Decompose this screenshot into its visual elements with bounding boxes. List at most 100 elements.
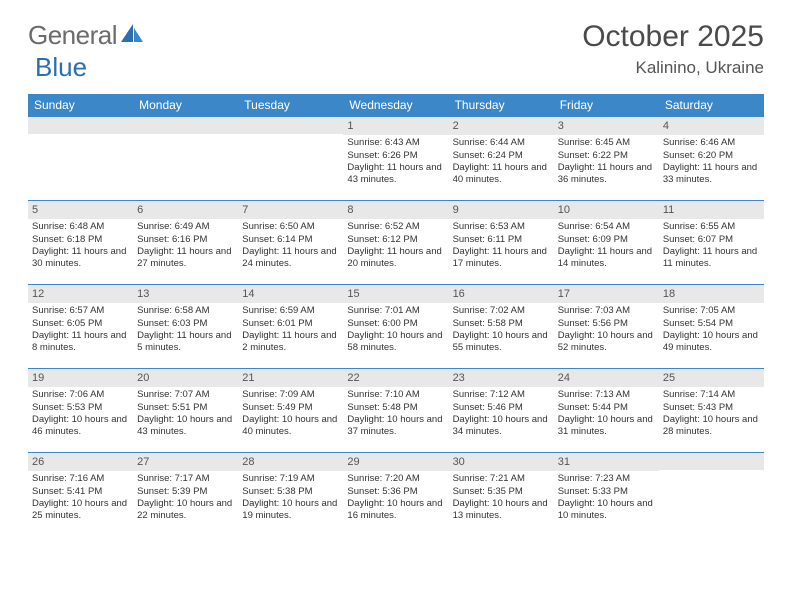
- day-body: Sunrise: 6:48 AMSunset: 6:18 PMDaylight:…: [28, 219, 133, 274]
- day-cell: 21Sunrise: 7:09 AMSunset: 5:49 PMDayligh…: [238, 369, 343, 452]
- sunset-line: Sunset: 6:07 PM: [663, 234, 760, 246]
- sunset-line: Sunset: 5:54 PM: [663, 318, 760, 330]
- sunrise-line: Sunrise: 7:13 AM: [558, 389, 655, 401]
- sunset-line: Sunset: 5:44 PM: [558, 402, 655, 414]
- day-body: Sunrise: 7:13 AMSunset: 5:44 PMDaylight:…: [554, 387, 659, 442]
- sunrise-line: Sunrise: 7:07 AM: [137, 389, 234, 401]
- sunrise-line: Sunrise: 7:10 AM: [347, 389, 444, 401]
- daylight-line: Daylight: 10 hours and 55 minutes.: [453, 330, 550, 355]
- sunrise-line: Sunrise: 7:20 AM: [347, 473, 444, 485]
- sunset-line: Sunset: 6:11 PM: [453, 234, 550, 246]
- sunset-line: Sunset: 5:36 PM: [347, 486, 444, 498]
- daylight-line: Daylight: 11 hours and 20 minutes.: [347, 246, 444, 271]
- day-body: Sunrise: 6:53 AMSunset: 6:11 PMDaylight:…: [449, 219, 554, 274]
- day-number: 31: [554, 453, 659, 471]
- daylight-line: Daylight: 11 hours and 40 minutes.: [453, 162, 550, 187]
- day-body: Sunrise: 7:06 AMSunset: 5:53 PMDaylight:…: [28, 387, 133, 442]
- day-body: Sunrise: 6:46 AMSunset: 6:20 PMDaylight:…: [659, 135, 764, 190]
- weekday-tuesday: Tuesday: [238, 94, 343, 116]
- day-number: 21: [238, 369, 343, 387]
- daylight-line: Daylight: 10 hours and 40 minutes.: [242, 414, 339, 439]
- sunrise-line: Sunrise: 7:05 AM: [663, 305, 760, 317]
- header: General October 2025 Kalinino, Ukraine: [0, 0, 792, 86]
- empty-cell: [659, 453, 764, 536]
- daylight-line: Daylight: 10 hours and 43 minutes.: [137, 414, 234, 439]
- logo-text-blue: Blue: [35, 52, 87, 83]
- weekday-wednesday: Wednesday: [343, 94, 448, 116]
- sunrise-line: Sunrise: 6:44 AM: [453, 137, 550, 149]
- day-cell: 26Sunrise: 7:16 AMSunset: 5:41 PMDayligh…: [28, 453, 133, 536]
- day-number: 10: [554, 201, 659, 219]
- day-cell: 15Sunrise: 7:01 AMSunset: 6:00 PMDayligh…: [343, 285, 448, 368]
- day-number: 24: [554, 369, 659, 387]
- weekday-saturday: Saturday: [659, 94, 764, 116]
- day-body: Sunrise: 6:45 AMSunset: 6:22 PMDaylight:…: [554, 135, 659, 190]
- calendar: SundayMondayTuesdayWednesdayThursdayFrid…: [28, 94, 764, 536]
- daylight-line: Daylight: 10 hours and 49 minutes.: [663, 330, 760, 355]
- empty-num: [659, 453, 764, 470]
- day-number: 22: [343, 369, 448, 387]
- day-body: Sunrise: 7:09 AMSunset: 5:49 PMDaylight:…: [238, 387, 343, 442]
- sunrise-line: Sunrise: 7:03 AM: [558, 305, 655, 317]
- sunrise-line: Sunrise: 7:21 AM: [453, 473, 550, 485]
- day-body: Sunrise: 6:58 AMSunset: 6:03 PMDaylight:…: [133, 303, 238, 358]
- day-cell: 14Sunrise: 6:59 AMSunset: 6:01 PMDayligh…: [238, 285, 343, 368]
- logo-text-general: General: [28, 20, 117, 51]
- empty-num: [133, 117, 238, 134]
- sunrise-line: Sunrise: 7:09 AM: [242, 389, 339, 401]
- day-cell: 7Sunrise: 6:50 AMSunset: 6:14 PMDaylight…: [238, 201, 343, 284]
- weekday-row: SundayMondayTuesdayWednesdayThursdayFrid…: [28, 94, 764, 116]
- sunset-line: Sunset: 6:24 PM: [453, 150, 550, 162]
- daylight-line: Daylight: 10 hours and 58 minutes.: [347, 330, 444, 355]
- sunrise-line: Sunrise: 6:57 AM: [32, 305, 129, 317]
- day-number: 14: [238, 285, 343, 303]
- sunset-line: Sunset: 6:00 PM: [347, 318, 444, 330]
- day-number: 6: [133, 201, 238, 219]
- week-row: 1Sunrise: 6:43 AMSunset: 6:26 PMDaylight…: [28, 116, 764, 200]
- sunset-line: Sunset: 5:53 PM: [32, 402, 129, 414]
- day-body: Sunrise: 7:02 AMSunset: 5:58 PMDaylight:…: [449, 303, 554, 358]
- day-cell: 5Sunrise: 6:48 AMSunset: 6:18 PMDaylight…: [28, 201, 133, 284]
- day-cell: 24Sunrise: 7:13 AMSunset: 5:44 PMDayligh…: [554, 369, 659, 452]
- day-number: 12: [28, 285, 133, 303]
- sunset-line: Sunset: 5:49 PM: [242, 402, 339, 414]
- day-body: Sunrise: 6:55 AMSunset: 6:07 PMDaylight:…: [659, 219, 764, 274]
- day-number: 11: [659, 201, 764, 219]
- sunrise-line: Sunrise: 7:14 AM: [663, 389, 760, 401]
- weekday-monday: Monday: [133, 94, 238, 116]
- daylight-line: Daylight: 11 hours and 33 minutes.: [663, 162, 760, 187]
- sunset-line: Sunset: 6:12 PM: [347, 234, 444, 246]
- daylight-line: Daylight: 10 hours and 31 minutes.: [558, 414, 655, 439]
- sunset-line: Sunset: 5:33 PM: [558, 486, 655, 498]
- day-number: 17: [554, 285, 659, 303]
- daylight-line: Daylight: 11 hours and 30 minutes.: [32, 246, 129, 271]
- day-cell: 29Sunrise: 7:20 AMSunset: 5:36 PMDayligh…: [343, 453, 448, 536]
- day-number: 29: [343, 453, 448, 471]
- day-cell: 31Sunrise: 7:23 AMSunset: 5:33 PMDayligh…: [554, 453, 659, 536]
- daylight-line: Daylight: 10 hours and 19 minutes.: [242, 498, 339, 523]
- day-cell: 19Sunrise: 7:06 AMSunset: 5:53 PMDayligh…: [28, 369, 133, 452]
- day-body: Sunrise: 6:43 AMSunset: 6:26 PMDaylight:…: [343, 135, 448, 190]
- daylight-line: Daylight: 10 hours and 34 minutes.: [453, 414, 550, 439]
- day-body: Sunrise: 7:19 AMSunset: 5:38 PMDaylight:…: [238, 471, 343, 526]
- day-body: Sunrise: 6:44 AMSunset: 6:24 PMDaylight:…: [449, 135, 554, 190]
- day-number: 8: [343, 201, 448, 219]
- day-body: Sunrise: 6:49 AMSunset: 6:16 PMDaylight:…: [133, 219, 238, 274]
- sunrise-line: Sunrise: 6:46 AM: [663, 137, 760, 149]
- day-body: Sunrise: 7:21 AMSunset: 5:35 PMDaylight:…: [449, 471, 554, 526]
- day-cell: 13Sunrise: 6:58 AMSunset: 6:03 PMDayligh…: [133, 285, 238, 368]
- day-number: 26: [28, 453, 133, 471]
- day-cell: 11Sunrise: 6:55 AMSunset: 6:07 PMDayligh…: [659, 201, 764, 284]
- day-cell: 6Sunrise: 6:49 AMSunset: 6:16 PMDaylight…: [133, 201, 238, 284]
- day-cell: 18Sunrise: 7:05 AMSunset: 5:54 PMDayligh…: [659, 285, 764, 368]
- sunrise-line: Sunrise: 6:45 AM: [558, 137, 655, 149]
- weekday-thursday: Thursday: [449, 94, 554, 116]
- day-body: Sunrise: 7:01 AMSunset: 6:00 PMDaylight:…: [343, 303, 448, 358]
- sunset-line: Sunset: 6:05 PM: [32, 318, 129, 330]
- daylight-line: Daylight: 11 hours and 43 minutes.: [347, 162, 444, 187]
- location: Kalinino, Ukraine: [582, 58, 764, 78]
- day-number: 13: [133, 285, 238, 303]
- sunrise-line: Sunrise: 7:17 AM: [137, 473, 234, 485]
- day-cell: 2Sunrise: 6:44 AMSunset: 6:24 PMDaylight…: [449, 117, 554, 200]
- day-cell: 30Sunrise: 7:21 AMSunset: 5:35 PMDayligh…: [449, 453, 554, 536]
